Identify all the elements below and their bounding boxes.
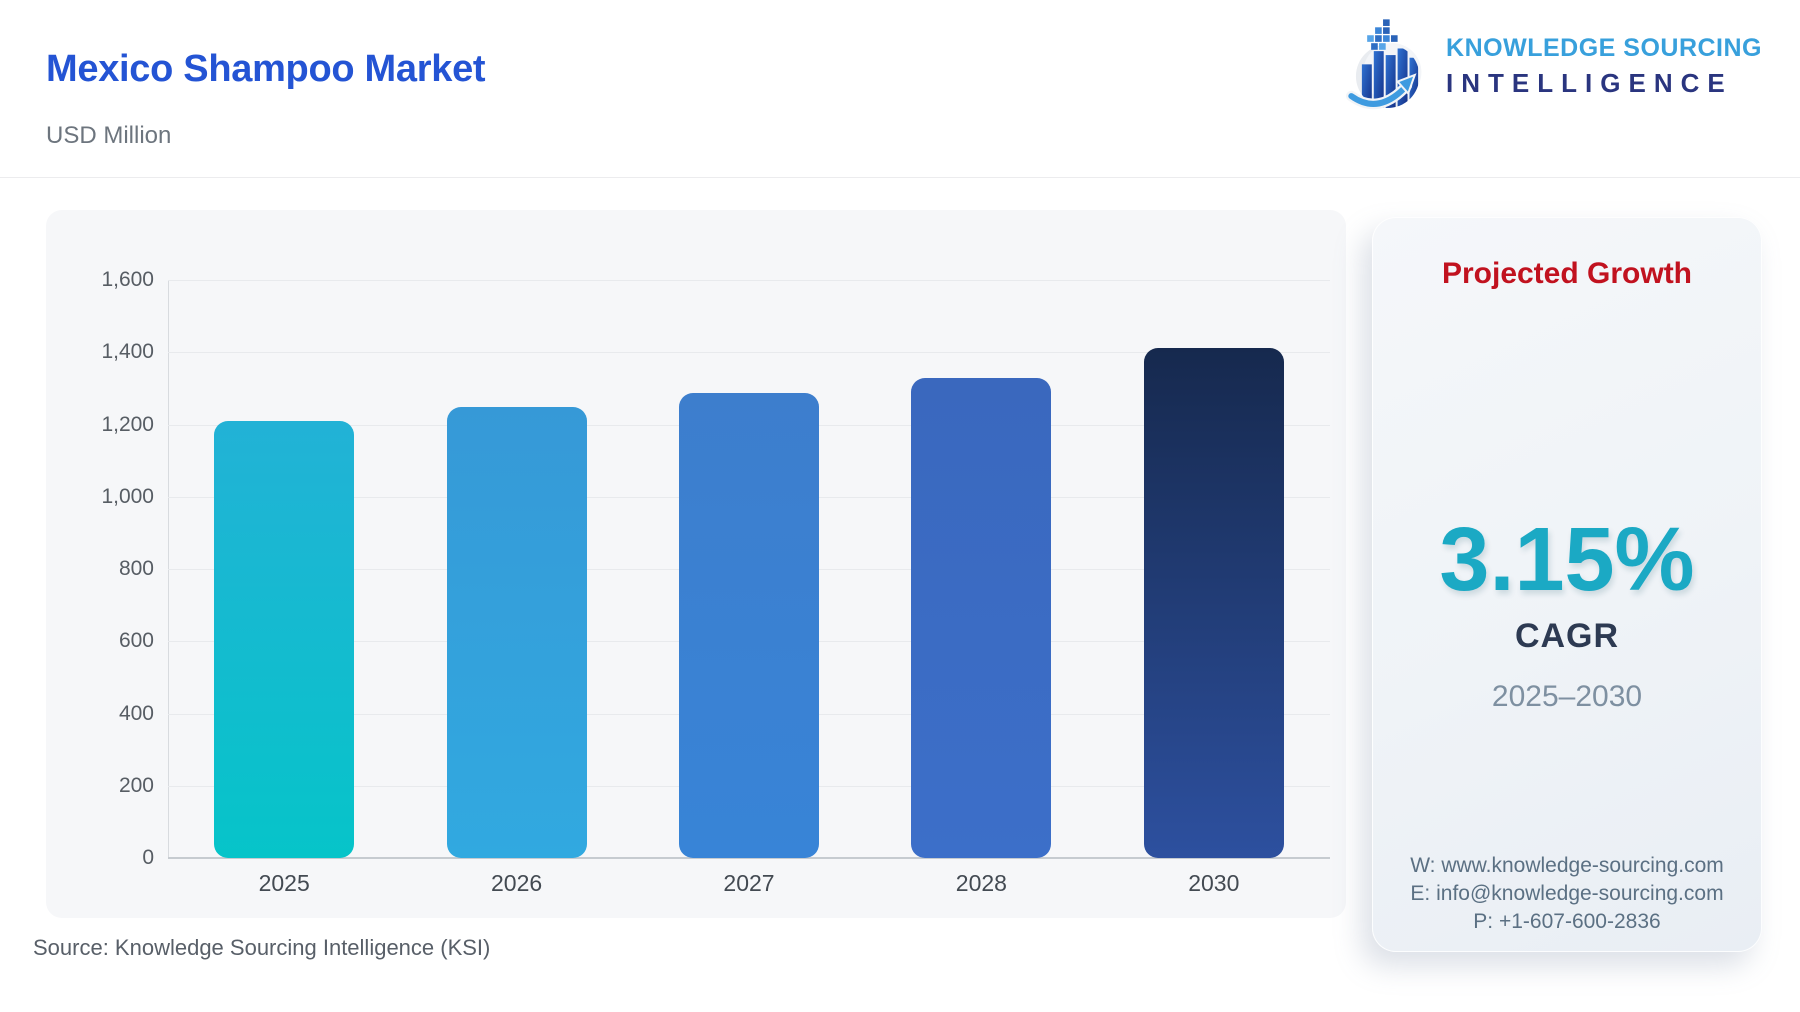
contact-website: W: www.knowledge-sourcing.com bbox=[1410, 854, 1724, 878]
x-tick-label: 2026 bbox=[491, 870, 543, 896]
y-axis: 0 200 400 600 800 1,000 1,200 1,400 1,600 bbox=[46, 268, 154, 869]
contact-phone: P: +1-607-600-2836 bbox=[1473, 910, 1661, 934]
plot-area bbox=[168, 280, 1330, 859]
y-tick-label: 1,600 bbox=[101, 268, 154, 291]
contact-email: E: info@knowledge-sourcing.com bbox=[1410, 882, 1724, 906]
x-axis: 2025 2026 2027 2028 2030 bbox=[168, 870, 1330, 904]
source-note: Source: Knowledge Sourcing Intelligence … bbox=[33, 935, 491, 960]
y-tick-label: 1,000 bbox=[101, 484, 154, 508]
projected-growth-panel: Projected Growth 3.15% CAGR 2025–2030 W:… bbox=[1372, 217, 1762, 952]
panel-contact: W: www.knowledge-sourcing.com E: info@kn… bbox=[1372, 852, 1762, 936]
units-label: USD Million bbox=[46, 122, 172, 149]
gridline bbox=[168, 280, 1330, 281]
y-tick-label: 400 bbox=[118, 701, 154, 725]
y-tick-label: 1,400 bbox=[101, 340, 154, 364]
brand-logo-icon bbox=[1346, 19, 1422, 110]
y-tick-label: 600 bbox=[118, 629, 154, 653]
bar-2027 bbox=[679, 393, 819, 858]
bar-chart-card: 0 200 400 600 800 1,000 1,200 1,400 1,600 2025 20… bbox=[46, 210, 1346, 918]
x-axis-line bbox=[168, 857, 1330, 859]
brand-logo: KNOWLEDGE SOURCING INTELLIGENCE bbox=[1346, 18, 1762, 114]
brand-name-line1: KNOWLEDGE SOURCING bbox=[1446, 33, 1762, 62]
bar-2028 bbox=[911, 378, 1052, 858]
brand-name-line2: INTELLIGENCE bbox=[1446, 67, 1733, 98]
header-divider bbox=[0, 177, 1800, 178]
bar-2030 bbox=[1143, 347, 1284, 858]
x-tick-label: 2028 bbox=[955, 870, 1007, 896]
x-tick-label: 2025 bbox=[258, 870, 310, 896]
y-tick-label: 200 bbox=[118, 773, 154, 797]
bar-2025 bbox=[214, 420, 355, 858]
cagr-period: 2025–2030 bbox=[1491, 680, 1643, 713]
panel-title: Projected Growth bbox=[1441, 257, 1693, 290]
page-title: Mexico Shampoo Market bbox=[46, 48, 486, 90]
y-tick-label: 0 bbox=[142, 846, 154, 869]
gridline bbox=[168, 352, 1330, 354]
cagr-value: 3.15% bbox=[1439, 510, 1695, 610]
y-tick-label: 1,200 bbox=[101, 412, 154, 436]
y-tick-label: 800 bbox=[118, 557, 154, 580]
x-tick-label: 2030 bbox=[1188, 870, 1240, 896]
x-tick-label: 2027 bbox=[723, 870, 775, 896]
cagr-label: CAGR bbox=[1514, 617, 1620, 655]
bar-2026 bbox=[446, 407, 587, 858]
